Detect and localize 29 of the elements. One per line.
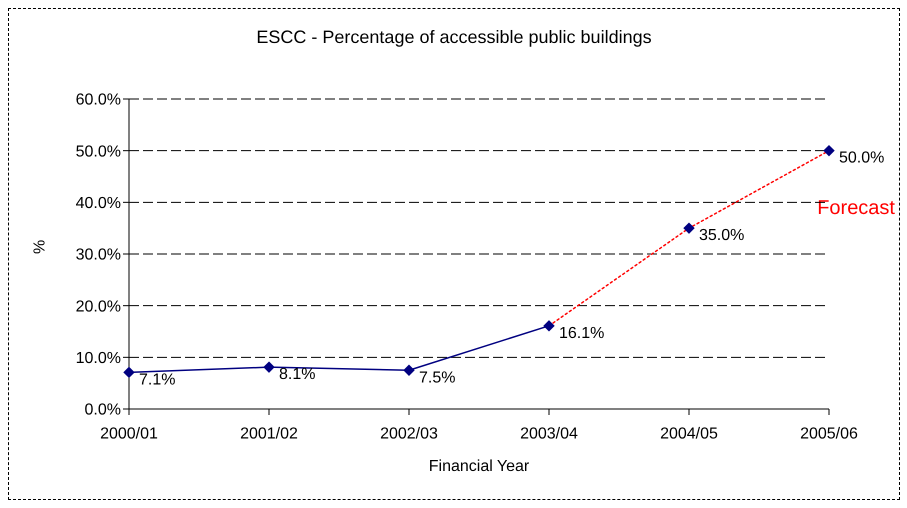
data-label: 7.5% [419,369,456,386]
y-tick-label: 50.0% [76,143,121,160]
y-tick-label: 0.0% [84,402,121,419]
data-label: 50.0% [839,150,884,167]
y-tick-label: 10.0% [76,350,121,368]
annotation: Forecast [817,197,895,220]
x-tick-label: 2000/01 [100,425,158,442]
y-tick-label: 20.0% [76,298,121,316]
point [544,320,554,332]
x-tick-label: 2004/05 [660,425,718,442]
point [824,145,834,156]
data-label: 16.1% [559,324,604,342]
data-label: 7.1% [139,371,176,388]
y-tick-label: 30.0% [76,246,121,264]
point [684,222,694,234]
point [264,362,274,373]
y-axis-title: % [32,240,49,254]
x-tick-label: 2005/06 [800,425,858,442]
x-axis-title: Financial Year [428,458,530,475]
x-tick-label: 2002/03 [380,425,438,442]
y-tick-label: 40.0% [76,195,121,212]
x-tick-label: 2003/04 [520,425,578,442]
data-label: 35.0% [699,227,744,244]
data-label: 8.1% [279,366,316,384]
chart-title: ESCC - Percentage of accessible public buildings [255,27,653,48]
y-tick-label: 60.0% [76,92,121,109]
point [404,364,414,376]
point [124,366,134,378]
x-tick-label: 2001/02 [240,425,298,442]
